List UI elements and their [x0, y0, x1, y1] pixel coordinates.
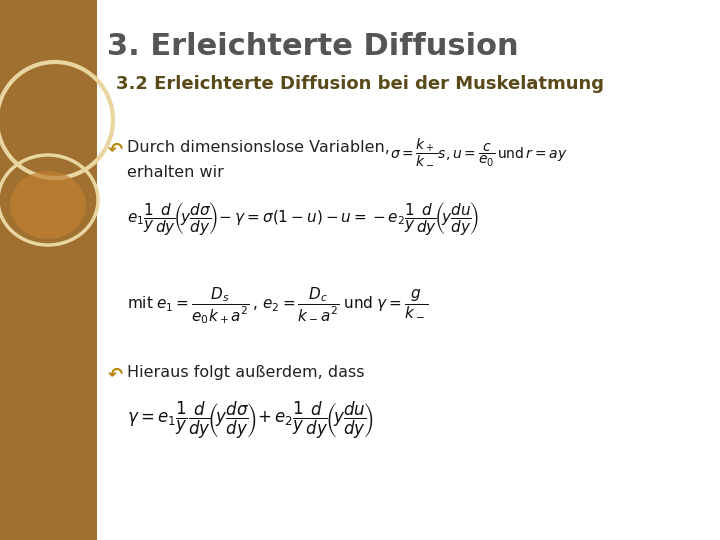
Text: 3.2 Erleichterte Diffusion bei der Muskelatmung: 3.2 Erleichterte Diffusion bei der Muske… — [116, 75, 604, 93]
Text: ↶: ↶ — [108, 140, 123, 158]
Bar — [0, 0, 97, 540]
Text: $e_1\dfrac{1}{y}\dfrac{d}{dy}\!\left(\!y\dfrac{d\sigma}{dy}\!\right)\!-\gamma = : $e_1\dfrac{1}{y}\dfrac{d}{dy}\!\left(\!y… — [127, 200, 479, 237]
Text: $\gamma = e_1\dfrac{1}{y}\dfrac{d}{dy}\!\left(\!y\dfrac{d\sigma}{dy}\!\right)\!+: $\gamma = e_1\dfrac{1}{y}\dfrac{d}{dy}\!… — [127, 400, 374, 441]
Text: $\mathrm{mit}\;e_1 = \dfrac{D_s}{e_0 k_+ a^2}\,,\,e_2 = \dfrac{D_c}{k_- a^2}\;\m: $\mathrm{mit}\;e_1 = \dfrac{D_s}{e_0 k_+… — [127, 285, 429, 326]
Text: $\sigma = \dfrac{k_+}{k_-}s,u = \dfrac{c}{e_0}\,\mathrm{und}\,r = ay$: $\sigma = \dfrac{k_+}{k_-}s,u = \dfrac{c… — [390, 137, 567, 167]
Text: Durch dimensionslose Variablen,: Durch dimensionslose Variablen, — [127, 140, 390, 155]
Text: 3. Erleichterte Diffusion: 3. Erleichterte Diffusion — [107, 32, 518, 61]
Ellipse shape — [10, 171, 86, 239]
Text: Hieraus folgt außerdem, dass: Hieraus folgt außerdem, dass — [127, 365, 364, 380]
Text: ↶: ↶ — [108, 365, 123, 383]
Text: erhalten wir: erhalten wir — [127, 165, 224, 180]
